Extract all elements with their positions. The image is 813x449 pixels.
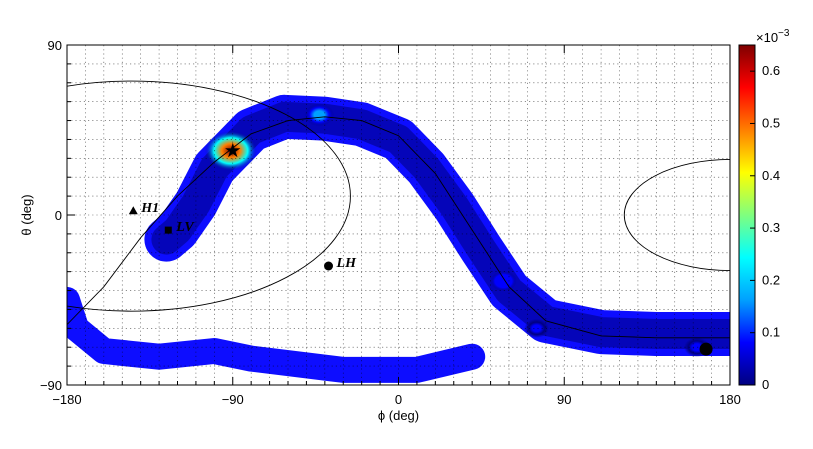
colorbar-tick-label: 0 [762, 377, 769, 392]
marker-circle-large [699, 342, 713, 356]
x-tick-label: 180 [719, 392, 741, 407]
y-tick-label: 90 [48, 38, 62, 53]
marker-label: H1 [140, 201, 159, 216]
hotspot [304, 103, 335, 127]
y-tick-label: −90 [40, 378, 62, 393]
x-tick-label: 0 [395, 392, 402, 407]
colorbar-tick-label: 0.1 [762, 325, 780, 340]
marker-label: LH [336, 256, 358, 271]
contour-layer [67, 80, 730, 339]
marker-circle [324, 261, 334, 271]
colorbar: 0 0.1 0.2 0.3 0.4 0.5 0.6 ×10 −3 [738, 28, 790, 392]
x-tick-label: −180 [52, 392, 81, 407]
y-tick-label: 0 [55, 208, 62, 223]
colorbar-tick-label: 0.6 [762, 63, 780, 78]
marker-square [164, 226, 172, 234]
great-circle-track [67, 116, 730, 339]
colorbar-scale [738, 44, 756, 386]
colorbar-tick-label: 0.3 [762, 220, 780, 235]
colorbar-tick-label: 0.5 [762, 115, 780, 130]
marker-label: LV [175, 220, 195, 235]
marker-layer: H1 LV LH [128, 142, 713, 356]
hotspot [524, 318, 549, 338]
sky-band-core [151, 101, 730, 349]
colorbar-tick-label: 0.2 [762, 272, 780, 287]
hotspot [490, 270, 517, 292]
marker-star [225, 142, 241, 158]
colorbar-tick-label: 0.4 [762, 168, 780, 183]
colorbar-exponent: ×10 [756, 30, 778, 45]
x-tick-label: 90 [557, 392, 571, 407]
contour-circle [67, 80, 351, 312]
marker-triangle [128, 206, 138, 215]
x-axis-title: ϕ (deg) [378, 408, 419, 423]
x-tick-label: −90 [222, 392, 244, 407]
contour-circle [623, 159, 730, 271]
y-axis-title: θ (deg) [19, 194, 34, 235]
colorbar-exponent-power: −3 [778, 28, 790, 39]
